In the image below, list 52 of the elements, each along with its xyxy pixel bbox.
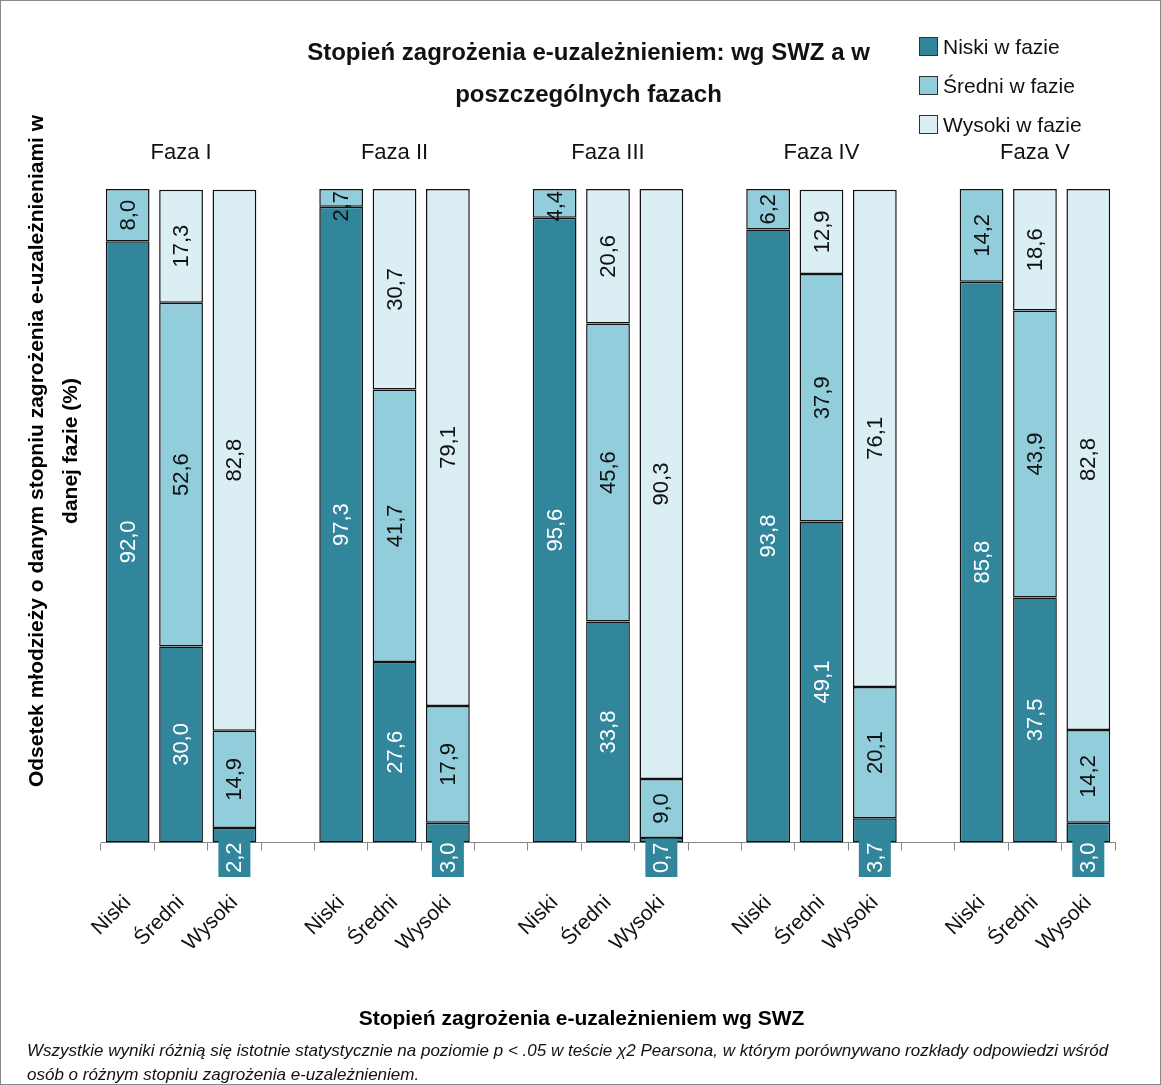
data-label: 12,9 xyxy=(808,210,834,254)
data-label: 82,8 xyxy=(1075,438,1101,481)
data-label: 9,0 xyxy=(648,793,674,824)
data-label: 6,2 xyxy=(755,193,781,225)
data-label: 37,5 xyxy=(1022,698,1048,742)
data-label: 8,0 xyxy=(114,199,140,231)
data-label: 2,7 xyxy=(328,190,354,222)
data-label: 3,7 xyxy=(861,842,887,874)
legend-label: Średni w fazie xyxy=(942,72,1076,99)
data-label: 18,6 xyxy=(1022,228,1048,272)
data-label: 37,9 xyxy=(808,376,834,420)
data-label: 27,6 xyxy=(381,730,407,774)
data-label: 20,1 xyxy=(861,731,887,775)
data-label: 97,3 xyxy=(328,503,354,546)
data-label: 0,7 xyxy=(648,842,674,874)
data-label: 79,1 xyxy=(434,426,460,469)
data-label: 20,6 xyxy=(595,234,621,278)
data-label: 43,9 xyxy=(1022,432,1048,476)
data-label: 33,8 xyxy=(595,710,621,754)
y-axis-title: Odsetek młodzieży o danym stopniu zagrożenia e-uzależnieniami w danej fazie (%) xyxy=(23,113,82,790)
data-label: 14,2 xyxy=(1075,755,1101,798)
data-label: 2,2 xyxy=(221,842,247,874)
text: Faza IV xyxy=(783,139,860,165)
text: Faza V xyxy=(1000,139,1071,165)
data-label: 3,0 xyxy=(434,842,460,874)
text: Faza I xyxy=(150,139,212,165)
text: Wszystkie wyniki różnią się istotnie statystycznie na poziomie p < .05 w teście χ2 Pearsona, w którym porównywano rozkłady odpowiedzi wśród osób o różnym stopniu zagrożenia e-uzależnieniem. xyxy=(27,1040,1110,1085)
chart-title: Stopień zagrożenia e-uzależnieniem: wg SWZ a w poszczególnych fazach xyxy=(306,37,871,109)
data-label: 3,0 xyxy=(1075,842,1101,874)
data-label: 49,1 xyxy=(808,660,834,704)
data-label: 17,9 xyxy=(434,742,460,786)
data-label: 95,6 xyxy=(541,508,567,552)
data-label: 85,8 xyxy=(968,540,994,584)
legend-label: Niski w fazie xyxy=(942,33,1061,60)
data-label: 30,0 xyxy=(168,723,194,766)
legend-label: Wysoki w fazie xyxy=(943,112,1082,136)
data-label: 14,2 xyxy=(968,213,994,257)
data-label: 92,0 xyxy=(114,520,140,564)
data-label: 76,1 xyxy=(861,416,887,460)
text: Faza II xyxy=(360,139,429,165)
data-label: 17,3 xyxy=(168,224,194,268)
data-label: 41,7 xyxy=(381,504,407,548)
data-label: 45,6 xyxy=(595,451,621,495)
text: Faza III xyxy=(571,139,645,165)
data-label: 52,6 xyxy=(168,453,194,496)
data-label: 93,8 xyxy=(755,514,781,558)
x-axis-title: Stopień zagrożenia e-uzależnieniem wg SWZ xyxy=(357,1006,806,1030)
data-label: 30,7 xyxy=(381,267,407,311)
data-label: 82,8 xyxy=(221,438,247,482)
data-label: 14,9 xyxy=(221,757,247,801)
data-label: 4,4 xyxy=(541,190,567,222)
data-label: 90,3 xyxy=(648,462,674,506)
